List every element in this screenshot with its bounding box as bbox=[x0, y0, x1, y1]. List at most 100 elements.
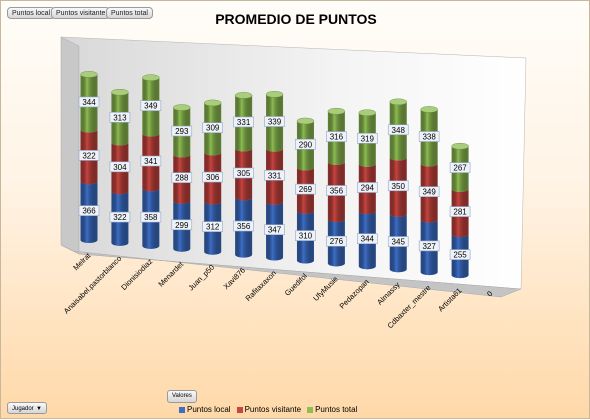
data-label-box-puntos-local-cdbaxter-mestre bbox=[418, 240, 440, 252]
category-label-menardet: Menardet bbox=[156, 259, 185, 288]
data-label-box-puntos-visitante-xavi876 bbox=[233, 167, 254, 179]
data-label-puntos-visitante-melrat: 322 bbox=[82, 151, 96, 160]
data-label-puntos-total-guedifol: 290 bbox=[299, 140, 313, 149]
data-label-puntos-visitante-artista61: 281 bbox=[453, 208, 467, 217]
jugador-filter-dropdown[interactable]: Jugador ▼ bbox=[7, 402, 47, 414]
data-label-box-puntos-local-anaisabel-pastorblanco bbox=[109, 211, 131, 223]
data-label-box-puntos-total-melrat bbox=[78, 96, 100, 108]
bar-top-highlight-ufymusie bbox=[327, 108, 345, 115]
data-label-box-puntos-total-menardet bbox=[171, 125, 193, 137]
bar-top-highlight-melrat bbox=[80, 71, 98, 78]
legend-item-puntos-total: Puntos total bbox=[307, 405, 357, 414]
bar-top-highlight-pedazopan bbox=[358, 109, 376, 116]
data-label-box-puntos-total-almassy bbox=[387, 124, 409, 136]
data-label-puntos-local-guedifol: 310 bbox=[299, 232, 313, 241]
category-label-0: 0 bbox=[485, 289, 494, 298]
data-label-puntos-local-menardet: 299 bbox=[175, 221, 189, 230]
data-label-puntos-visitante-ufymusie: 356 bbox=[330, 187, 344, 196]
legend: Puntos local Puntos visitante Puntos total bbox=[179, 405, 363, 414]
data-label-puntos-local-dionisiodiaz: 358 bbox=[144, 213, 158, 222]
legend-swatch-puntos-visitante bbox=[236, 406, 243, 413]
data-label-puntos-visitante-menardet: 288 bbox=[175, 174, 189, 183]
bar-top-cap-rafitaxaxon bbox=[265, 91, 284, 98]
data-label-puntos-local-ufymusie: 276 bbox=[330, 237, 344, 246]
data-label-puntos-visitante-xavi876: 305 bbox=[237, 169, 251, 178]
bar-top-highlight-xavi876 bbox=[235, 92, 253, 99]
data-label-puntos-visitante-guedifol: 269 bbox=[299, 185, 313, 194]
data-label-puntos-total-melrat: 344 bbox=[82, 98, 96, 107]
data-label-box-puntos-local-ufymusie bbox=[326, 235, 347, 247]
data-label-puntos-local-anaisabel-pastorblanco: 322 bbox=[113, 213, 127, 222]
bar-top-cap-melrat bbox=[80, 71, 98, 78]
bar-top-cap-anaisabel-pastorblanco bbox=[111, 88, 129, 96]
data-label-box-puntos-total-pedazopan bbox=[357, 133, 378, 144]
valores-field-button[interactable]: Valores bbox=[167, 390, 197, 403]
floor bbox=[60, 244, 522, 298]
data-label-puntos-total-dionisiodiaz: 349 bbox=[144, 102, 158, 111]
data-label-puntos-total-juan-p50: 309 bbox=[206, 124, 220, 133]
data-label-box-puntos-visitante-menardet bbox=[171, 172, 193, 183]
category-label-dionisiodiaz: Dionisiodiaz bbox=[119, 257, 154, 292]
data-label-box-puntos-visitante-melrat bbox=[78, 150, 100, 161]
data-label-puntos-visitante-dionisiodiaz: 341 bbox=[144, 157, 158, 166]
data-label-puntos-local-almassy: 345 bbox=[392, 238, 406, 247]
bar-top-highlight-anaisabel-pastorblanco bbox=[111, 89, 129, 96]
data-label-puntos-local-melrat: 366 bbox=[82, 207, 96, 216]
legend-label-puntos-local: Puntos local bbox=[187, 405, 231, 414]
legend-swatch-puntos-total bbox=[307, 406, 314, 413]
category-label-guedifol: Guedifol bbox=[283, 271, 309, 297]
chevron-down-icon: ▼ bbox=[36, 406, 42, 412]
field-button-puntos-total[interactable]: Puntos total bbox=[106, 7, 153, 19]
data-label-box-puntos-local-pedazopan bbox=[357, 233, 378, 245]
data-label-puntos-local-juan-p50: 312 bbox=[206, 223, 220, 232]
data-label-box-puntos-local-xavi876 bbox=[233, 220, 254, 232]
data-label-box-puntos-local-almassy bbox=[387, 236, 409, 247]
bar-top-highlight-juan-p50 bbox=[204, 99, 222, 106]
data-label-box-puntos-total-artista61 bbox=[449, 162, 471, 173]
data-label-box-puntos-total-juan-p50 bbox=[202, 122, 223, 134]
data-label-puntos-visitante-cdbaxter-mestre: 349 bbox=[422, 188, 436, 197]
data-label-puntos-total-ufymusie: 316 bbox=[330, 133, 344, 142]
bar-top-highlight-artista61 bbox=[451, 143, 469, 150]
bar-top-highlight-rafitaxaxon bbox=[266, 91, 284, 98]
bar-top-cap-menardet bbox=[173, 104, 191, 111]
bar-top-cap-xavi876 bbox=[234, 92, 253, 99]
category-label-juan-p50: Juan_p50 bbox=[186, 263, 216, 293]
data-label-box-puntos-local-guedifol bbox=[295, 230, 316, 241]
data-label-box-puntos-visitante-pedazopan bbox=[357, 182, 378, 193]
data-label-puntos-total-xavi876: 331 bbox=[237, 118, 251, 127]
bar-top-highlight-guedifol bbox=[296, 117, 314, 124]
data-label-puntos-local-rafitaxaxon: 347 bbox=[268, 226, 282, 235]
data-label-box-puntos-visitante-anaisabel-pastorblanco bbox=[109, 161, 131, 173]
data-label-puntos-total-artista61: 267 bbox=[453, 164, 467, 173]
data-label-puntos-local-xavi876: 356 bbox=[237, 222, 251, 231]
data-label-puntos-visitante-anaisabel-pastorblanco: 304 bbox=[113, 163, 127, 172]
bar-top-cap-ufymusie bbox=[327, 107, 346, 115]
bar-top-cap-artista61 bbox=[451, 142, 469, 150]
bar-top-cap-pedazopan bbox=[358, 109, 377, 116]
data-label-box-puntos-local-juan-p50 bbox=[202, 221, 223, 232]
data-label-puntos-visitante-almassy: 350 bbox=[392, 182, 406, 191]
data-label-puntos-total-pedazopan: 319 bbox=[361, 134, 375, 143]
bar-top-cap-cdbaxter-mestre bbox=[420, 106, 438, 113]
bar-top-cap-guedifol bbox=[296, 117, 315, 125]
data-label-puntos-visitante-pedazopan: 294 bbox=[361, 184, 375, 193]
side-wall bbox=[60, 36, 80, 255]
bar-top-highlight-menardet bbox=[173, 104, 191, 111]
chart-title: PROMEDIO DE PUNTOS bbox=[215, 11, 377, 27]
bar-top-highlight-almassy bbox=[389, 98, 407, 105]
data-label-puntos-visitante-juan-p50: 306 bbox=[206, 173, 220, 182]
data-label-puntos-visitante-rafitaxaxon: 331 bbox=[268, 171, 282, 180]
category-label-pedazopan: Pedazopan bbox=[338, 277, 371, 310]
legend-label-puntos-total: Puntos total bbox=[315, 405, 358, 414]
legend-item-puntos-local: Puntos local bbox=[179, 405, 231, 414]
data-label-puntos-total-cdbaxter-mestre: 338 bbox=[422, 133, 436, 142]
bar-top-highlight-cdbaxter-mestre bbox=[420, 106, 438, 113]
data-label-box-puntos-total-ufymusie bbox=[326, 131, 347, 142]
category-label-rafitaxaxon: Rafitaxaxon bbox=[244, 269, 278, 303]
bar-top-cap-almassy bbox=[389, 98, 407, 106]
data-label-box-puntos-visitante-dionisiodiaz bbox=[140, 155, 162, 167]
data-label-box-puntos-local-artista61 bbox=[449, 249, 471, 260]
